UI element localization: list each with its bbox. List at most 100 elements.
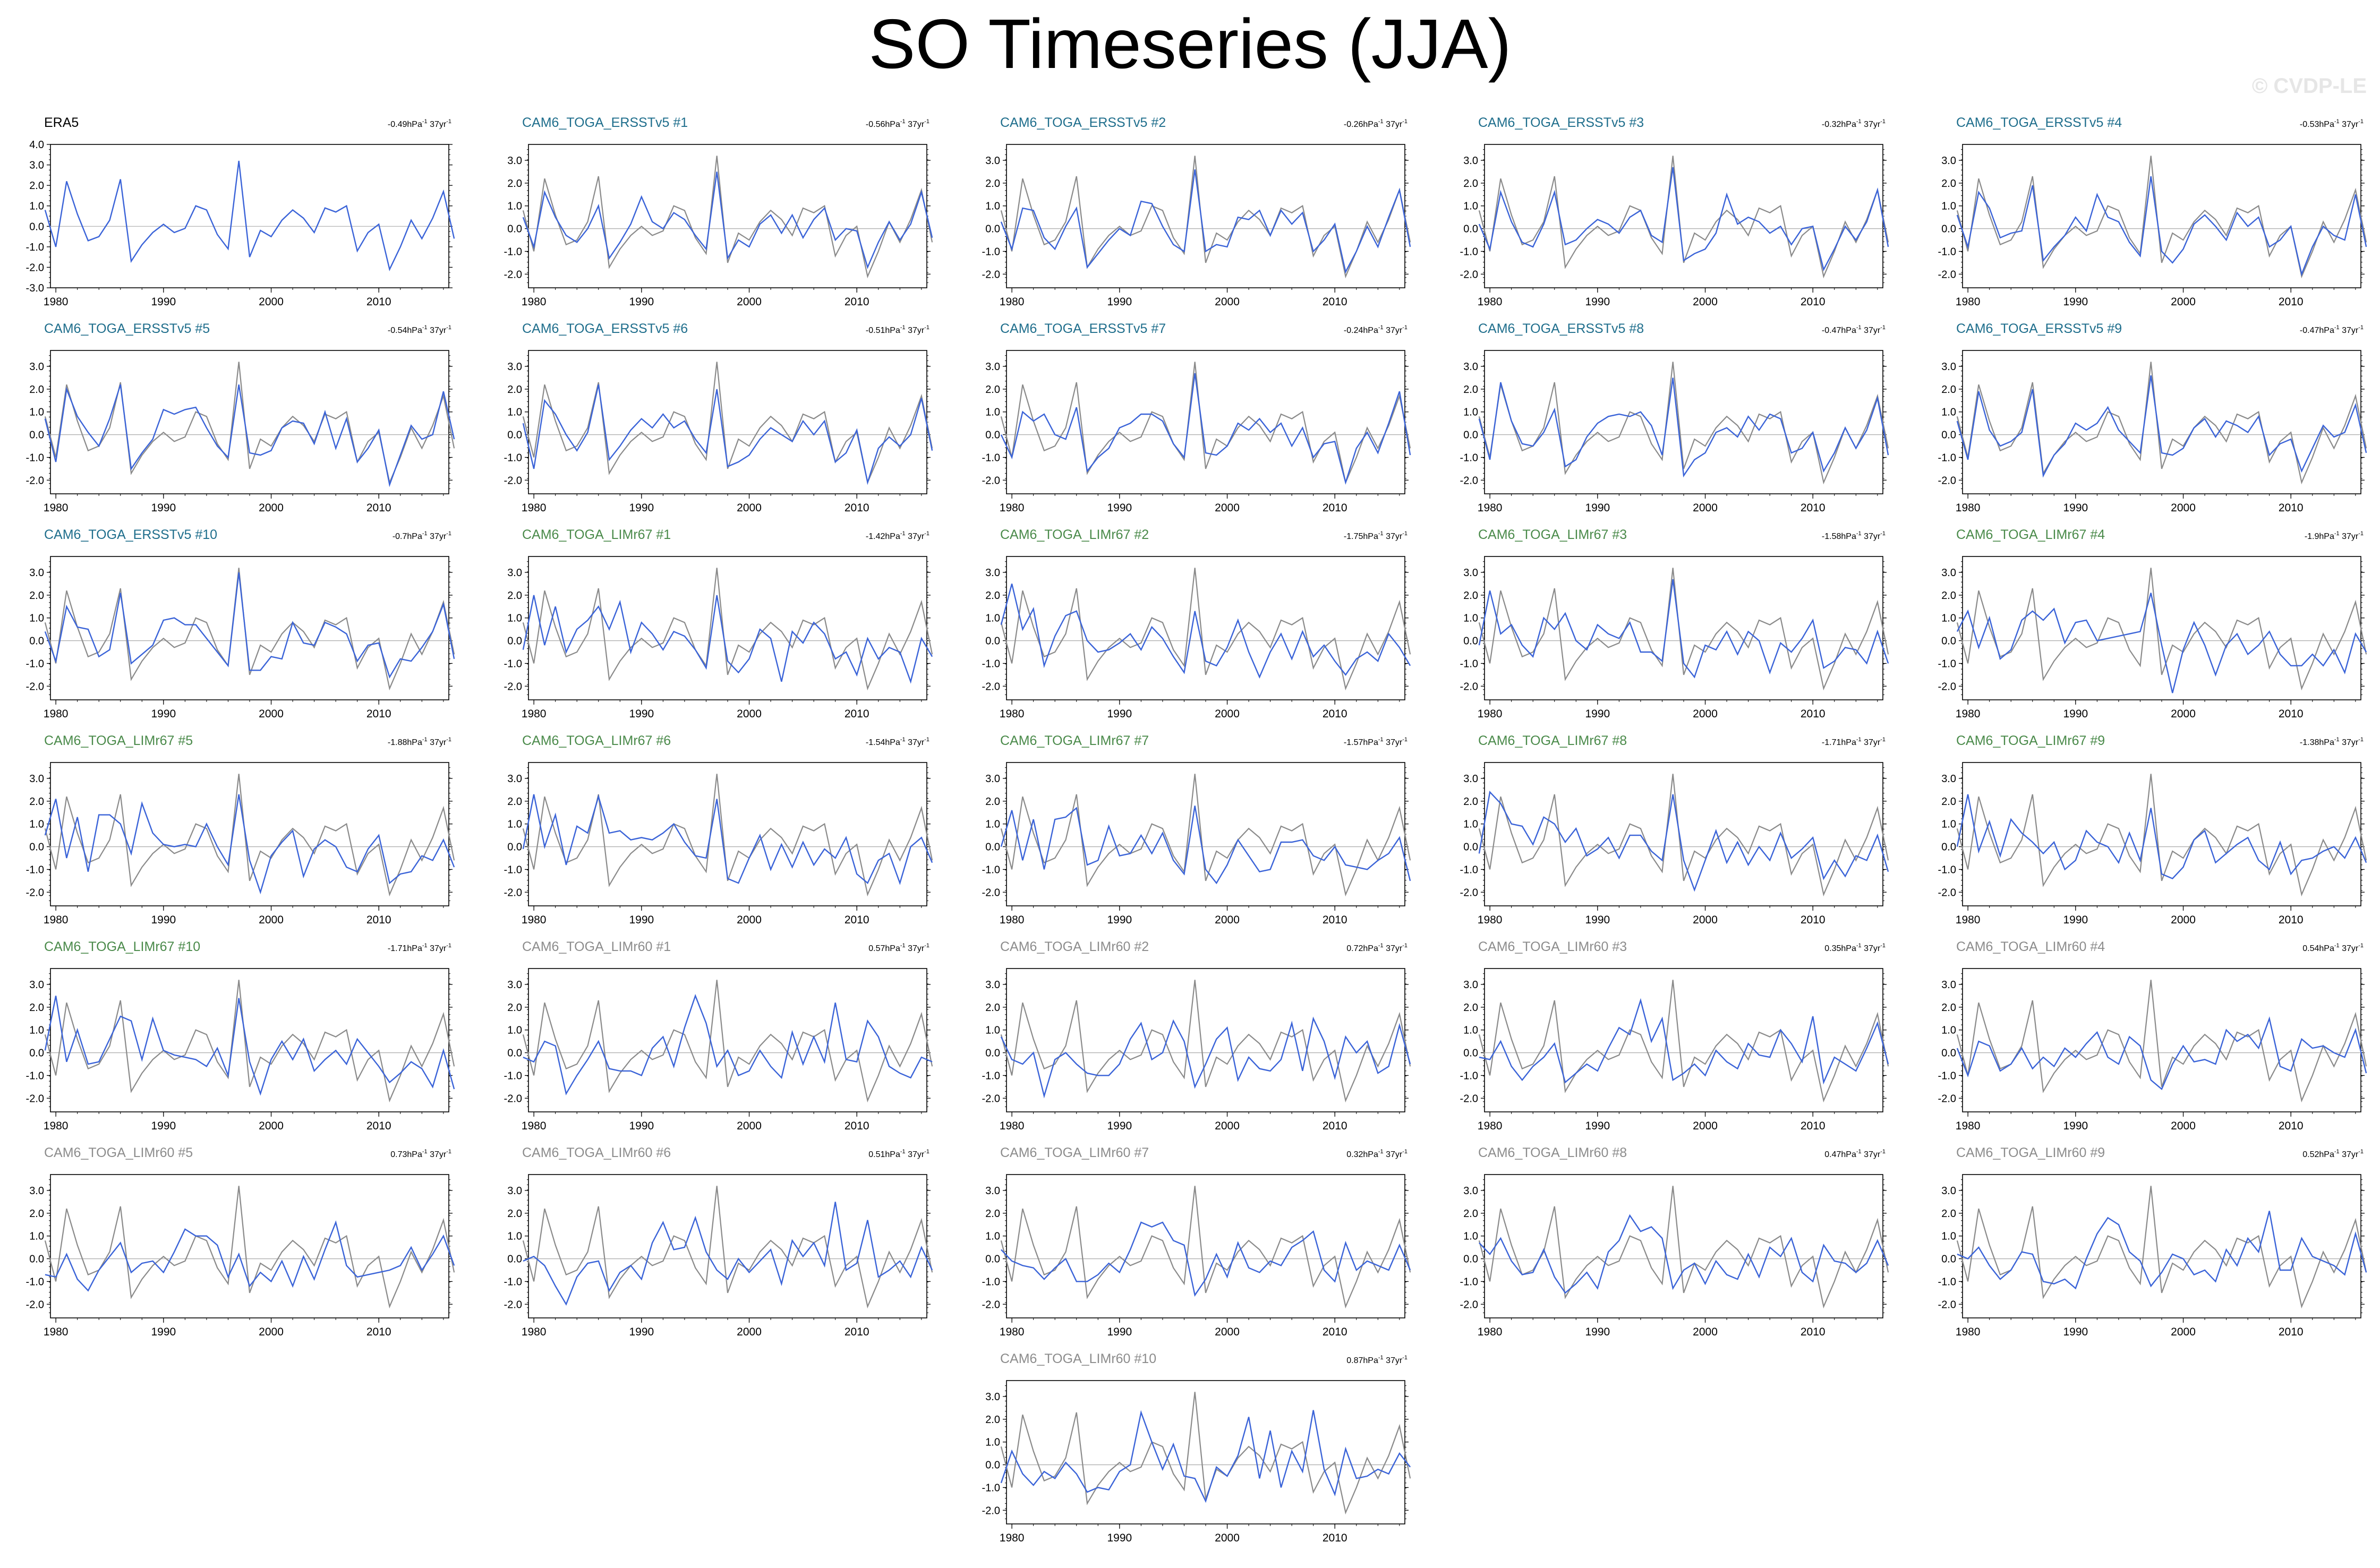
plot-frame bbox=[1484, 762, 1883, 906]
y-tick-label: 1.0 bbox=[29, 201, 44, 212]
panel-title: CAM6_TOGA_LIMr67 #10 bbox=[44, 939, 200, 954]
plot-frame bbox=[528, 144, 927, 288]
model-series-line bbox=[1479, 1214, 1889, 1294]
y-tick-label: 3.0 bbox=[1941, 773, 1956, 785]
x-tick-label: 1980 bbox=[522, 1326, 547, 1338]
y-tick-label: 3.0 bbox=[1463, 1185, 1478, 1197]
y-tick-label: 2.0 bbox=[29, 180, 44, 192]
y-tick-label: -1.0 bbox=[26, 452, 44, 464]
x-tick-label: 1980 bbox=[44, 1120, 69, 1132]
x-tick-label: 2000 bbox=[1215, 1532, 1240, 1544]
x-tick-label: 2010 bbox=[1801, 914, 1825, 926]
panel-title: CAM6_TOGA_LIMr60 #1 bbox=[522, 939, 671, 954]
panel-title: CAM6_TOGA_ERSSTv5 #7 bbox=[1000, 321, 1166, 336]
x-tick-label: 2000 bbox=[1693, 708, 1718, 720]
obs-series-line bbox=[1478, 156, 1889, 279]
y-tick-label: -1.0 bbox=[982, 1482, 1000, 1494]
x-tick-label: 2000 bbox=[737, 914, 762, 926]
y-tick-label: 1.0 bbox=[507, 407, 522, 418]
y-tick-label: 1.0 bbox=[1941, 1025, 1956, 1036]
y-tick-label: 1.0 bbox=[985, 1231, 1000, 1243]
y-tick-label: -1.0 bbox=[504, 246, 522, 258]
y-tick-label: -2.0 bbox=[26, 887, 44, 898]
panel-trend: -1.58hPa-1 37yr-1 bbox=[1822, 530, 1886, 541]
y-tick-label: 2.0 bbox=[29, 590, 44, 602]
timeseries-panel: CAM6_TOGA_ERSSTv5 #2 -0.26hPa-1 37yr-1 3.0… bbox=[982, 115, 1411, 308]
x-tick-label: 1980 bbox=[522, 708, 547, 720]
x-tick-label: 1980 bbox=[1956, 1326, 1981, 1338]
obs-series-line bbox=[1956, 980, 2367, 1103]
panel-title: CAM6_TOGA_LIMr67 #9 bbox=[1956, 733, 2105, 748]
y-tick-label: 3.0 bbox=[507, 361, 522, 373]
model-series-line bbox=[1000, 1410, 1411, 1503]
x-tick-label: 1990 bbox=[1585, 914, 1610, 926]
x-tick-label: 2000 bbox=[1693, 502, 1718, 514]
x-tick-label: 1980 bbox=[522, 914, 547, 926]
y-tick-label: 1.0 bbox=[1463, 201, 1478, 212]
y-tick-label: 2.0 bbox=[985, 1414, 1000, 1426]
x-tick-label: 1980 bbox=[522, 1120, 547, 1132]
model-series-line bbox=[522, 172, 933, 269]
x-tick-label: 1990 bbox=[1585, 708, 1610, 720]
model-series-line bbox=[1000, 806, 1411, 885]
y-tick-label: 0.0 bbox=[507, 1254, 522, 1265]
y-tick-label: 1.0 bbox=[507, 201, 522, 212]
y-tick-label: -2.0 bbox=[1938, 475, 1956, 486]
obs-series-line bbox=[1956, 1186, 2367, 1309]
y-tick-label: 2.0 bbox=[507, 1002, 522, 1014]
x-tick-label: 1980 bbox=[1000, 914, 1025, 926]
panel-trend: -1.38hPa-1 37yr-1 bbox=[2300, 736, 2364, 747]
y-tick-label: 3.0 bbox=[985, 567, 1000, 579]
y-tick-label: 2.0 bbox=[1941, 384, 1956, 396]
obs-series-line bbox=[1000, 1186, 1411, 1309]
timeseries-panel: CAM6_TOGA_ERSSTv5 #6 -0.51hPa-1 37yr-1 3.0… bbox=[504, 321, 933, 514]
timeseries-panel: CAM6_TOGA_ERSSTv5 #8 -0.47hPa-1 37yr-1 3.0… bbox=[1460, 321, 1889, 514]
x-tick-label: 1990 bbox=[2063, 1120, 2088, 1132]
panel-title: CAM6_TOGA_ERSSTv5 #10 bbox=[44, 527, 217, 542]
x-tick-label: 2000 bbox=[737, 502, 762, 514]
x-tick-label: 1980 bbox=[44, 502, 69, 514]
y-tick-label: 1.0 bbox=[1463, 1025, 1478, 1036]
y-tick-label: 0.0 bbox=[29, 430, 44, 441]
y-tick-label: 2.0 bbox=[1463, 178, 1478, 190]
x-tick-label: 1980 bbox=[1478, 296, 1503, 308]
y-tick-label: -1.0 bbox=[1938, 246, 1956, 258]
y-tick-label: -2.0 bbox=[1460, 681, 1478, 692]
y-tick-label: 1.0 bbox=[1463, 613, 1478, 624]
y-tick-label: -2.0 bbox=[26, 1093, 44, 1104]
x-tick-label: 1980 bbox=[1478, 708, 1503, 720]
panel-trend: 0.87hPa-1 37yr-1 bbox=[1346, 1355, 1407, 1365]
y-tick-label: -2.0 bbox=[1938, 1299, 1956, 1310]
y-tick-label: 0.0 bbox=[1941, 224, 1956, 235]
x-tick-label: 2000 bbox=[2171, 1326, 2196, 1338]
x-tick-label: 2010 bbox=[366, 708, 391, 720]
panel-title: CAM6_TOGA_LIMr60 #5 bbox=[44, 1145, 193, 1160]
obs-series-line bbox=[1000, 980, 1411, 1103]
y-tick-label: -1.0 bbox=[1938, 658, 1956, 670]
panel-title: CAM6_TOGA_LIMr67 #3 bbox=[1478, 527, 1627, 542]
y-tick-label: 2.0 bbox=[1941, 178, 1956, 190]
model-series-line bbox=[523, 1202, 933, 1306]
y-tick-label: -3.0 bbox=[26, 282, 44, 294]
y-tick-label: 0.0 bbox=[985, 1048, 1000, 1059]
y-tick-label: 2.0 bbox=[507, 796, 522, 808]
y-tick-label: 3.0 bbox=[29, 1185, 44, 1197]
y-tick-label: 2.0 bbox=[985, 1002, 1000, 1014]
panel-title: CAM6_TOGA_LIMr60 #2 bbox=[1000, 939, 1149, 954]
x-tick-label: 1980 bbox=[1956, 296, 1981, 308]
x-tick-label: 2000 bbox=[259, 502, 284, 514]
panel-trend: -1.57hPa-1 37yr-1 bbox=[1344, 736, 1407, 747]
panel-title: CAM6_TOGA_ERSSTv5 #1 bbox=[522, 115, 688, 130]
y-tick-label: -2.0 bbox=[504, 681, 522, 692]
panel-title: CAM6_TOGA_LIMr67 #2 bbox=[1000, 527, 1149, 542]
model-series-line bbox=[1001, 1221, 1411, 1297]
panel-trend: -0.49hPa-1 37yr-1 bbox=[388, 118, 451, 129]
panel-title: CAM6_TOGA_LIMr60 #3 bbox=[1478, 939, 1627, 954]
y-tick-label: 0.0 bbox=[507, 1048, 522, 1059]
panel-trend: 0.54hPa-1 37yr-1 bbox=[2302, 942, 2364, 953]
timeseries-panel: CAM6_TOGA_LIMr60 #3 0.35hPa-1 37yr-1 3.0 2.… bbox=[1460, 939, 1889, 1132]
plot-frame bbox=[1962, 144, 2361, 288]
y-tick-label: 2.0 bbox=[29, 1208, 44, 1220]
x-tick-label: 2000 bbox=[259, 708, 284, 720]
